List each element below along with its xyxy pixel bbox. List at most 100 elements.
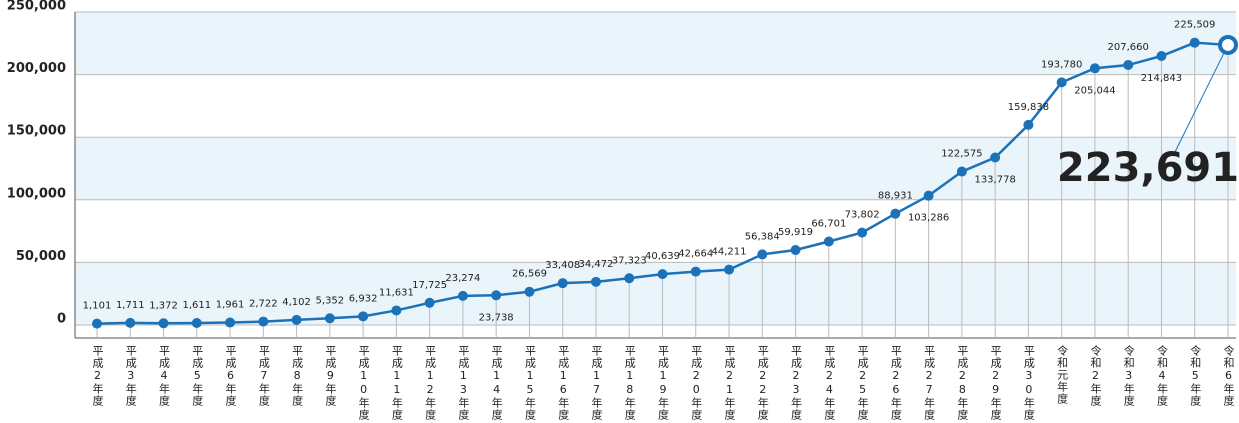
value-label: 26,569 bbox=[512, 269, 547, 280]
x-tick-label: 平成23年度 bbox=[790, 345, 803, 421]
value-label: 11,631 bbox=[379, 287, 414, 298]
value-label: 23,738 bbox=[479, 312, 514, 323]
point bbox=[923, 190, 934, 201]
x-tick-label: 平成8年度 bbox=[291, 345, 304, 407]
point bbox=[291, 314, 302, 325]
band bbox=[75, 12, 1236, 75]
point bbox=[990, 152, 1001, 163]
point bbox=[724, 264, 735, 275]
x-tick-label: 平成10年度 bbox=[357, 345, 370, 421]
point bbox=[557, 278, 568, 289]
point bbox=[358, 311, 369, 322]
value-label: 73,802 bbox=[845, 210, 880, 221]
x-tick-label: 平成30年度 bbox=[1022, 345, 1035, 421]
value-label: 66,701 bbox=[811, 218, 846, 229]
point bbox=[391, 305, 402, 316]
y-tick-label: 150,000 bbox=[7, 124, 66, 139]
value-label: 44,211 bbox=[712, 247, 747, 258]
point bbox=[757, 249, 768, 260]
value-label: 42,664 bbox=[678, 249, 713, 260]
bands bbox=[75, 12, 1236, 325]
value-label: 223,691 bbox=[1057, 145, 1239, 191]
x-tick-label: 令和6年度 bbox=[1222, 344, 1235, 407]
x-tick-label: 令和元年度 bbox=[1056, 344, 1069, 405]
value-label: 5,352 bbox=[316, 295, 345, 306]
x-tick-label: 平成25年度 bbox=[856, 345, 869, 421]
point bbox=[524, 286, 535, 297]
point bbox=[624, 273, 635, 284]
value-label: 33,408 bbox=[545, 260, 580, 271]
x-tick-label: 平成12年度 bbox=[424, 345, 437, 421]
x-tick-label: 令和4年度 bbox=[1155, 344, 1168, 407]
x-tick-label: 平成26年度 bbox=[889, 345, 902, 421]
point bbox=[657, 269, 668, 280]
value-label: 37,323 bbox=[612, 255, 647, 266]
point bbox=[92, 318, 102, 329]
point bbox=[125, 317, 136, 328]
point bbox=[424, 297, 435, 308]
band bbox=[75, 199, 1236, 263]
value-label: 59,919 bbox=[778, 227, 813, 238]
value-label: 17,725 bbox=[412, 280, 447, 291]
x-tick-label: 平成15年度 bbox=[523, 345, 536, 421]
x-tick-label: 平成24年度 bbox=[823, 345, 836, 421]
value-label: 40,639 bbox=[645, 251, 680, 262]
y-tick-label: 200,000 bbox=[7, 61, 66, 76]
point bbox=[191, 317, 202, 328]
value-label: 4,102 bbox=[282, 297, 311, 308]
x-tick-label: 平成22年度 bbox=[756, 345, 769, 421]
x-tick-label: 平成4年度 bbox=[158, 345, 171, 407]
value-label: 34,472 bbox=[578, 259, 613, 270]
point bbox=[1056, 77, 1067, 88]
y-tick-label: 0 bbox=[57, 312, 66, 327]
x-tick-label: 平成17年度 bbox=[590, 345, 603, 421]
x-tick-label: 平成2年度 bbox=[91, 345, 104, 407]
value-label: 88,931 bbox=[878, 191, 913, 202]
y-tick-label: 250,000 bbox=[7, 0, 66, 14]
x-tick-label: 平成11年度 bbox=[390, 345, 403, 421]
x-tick-label: 平成5年度 bbox=[191, 345, 204, 407]
value-label: 1,961 bbox=[216, 300, 245, 311]
point bbox=[324, 313, 335, 324]
x-tick-label: 平成18年度 bbox=[623, 345, 636, 421]
value-label: 1,101 bbox=[83, 301, 112, 312]
point bbox=[158, 318, 169, 329]
value-label: 2,722 bbox=[249, 299, 278, 310]
x-tick-label: 平成6年度 bbox=[224, 345, 237, 407]
band bbox=[75, 262, 1236, 325]
value-label: 103,286 bbox=[908, 213, 949, 224]
point bbox=[491, 290, 502, 301]
point bbox=[1189, 37, 1200, 48]
value-label: 1,711 bbox=[116, 300, 145, 311]
x-tick-label: 令和3年度 bbox=[1122, 344, 1135, 407]
x-tick-label: 平成27年度 bbox=[923, 345, 936, 421]
x-tick-label: 平成21年度 bbox=[723, 345, 736, 421]
point bbox=[590, 276, 601, 287]
value-label: 214,843 bbox=[1141, 73, 1182, 84]
point bbox=[956, 166, 967, 177]
x-tick-label: 平成28年度 bbox=[956, 345, 969, 421]
value-label: 207,660 bbox=[1108, 42, 1149, 53]
value-label: 193,780 bbox=[1041, 59, 1082, 70]
point bbox=[690, 266, 701, 277]
x-tick-label: 平成7年度 bbox=[257, 345, 270, 407]
y-tick-label: 100,000 bbox=[7, 186, 66, 201]
value-label: 56,384 bbox=[745, 231, 780, 242]
x-tick-label: 平成29年度 bbox=[989, 345, 1002, 421]
value-label: 1,611 bbox=[182, 300, 211, 311]
x-tick-label: 平成3年度 bbox=[124, 345, 137, 407]
point bbox=[225, 317, 236, 328]
point bbox=[1156, 51, 1167, 62]
point bbox=[890, 208, 901, 219]
x-tick-label: 平成9年度 bbox=[324, 345, 337, 407]
band bbox=[75, 137, 1236, 200]
value-label: 205,044 bbox=[1074, 85, 1115, 96]
point bbox=[1089, 63, 1100, 74]
value-label: 159,838 bbox=[1008, 102, 1049, 113]
x-tick-label: 平成16年度 bbox=[557, 345, 570, 421]
x-tick-label: 平成20年度 bbox=[690, 345, 703, 421]
point bbox=[790, 244, 801, 255]
x-tick-label: 平成13年度 bbox=[457, 345, 470, 421]
y-tick-label: 50,000 bbox=[16, 249, 66, 264]
